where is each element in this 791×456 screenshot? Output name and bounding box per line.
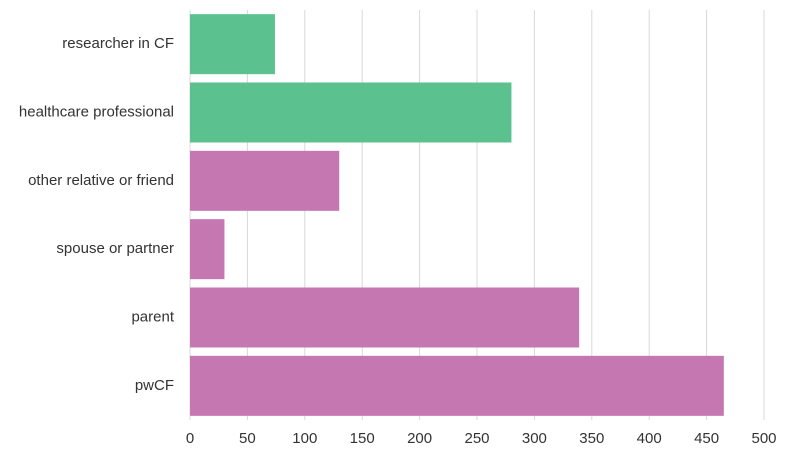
bar xyxy=(190,150,340,211)
y-tick-label: parent xyxy=(131,308,174,325)
x-tick-label: 0 xyxy=(186,430,194,447)
x-tick-label: 450 xyxy=(694,430,719,447)
x-tick-label: 100 xyxy=(292,430,317,447)
y-tick-label: healthcare professional xyxy=(19,103,174,120)
x-tick-label: 350 xyxy=(579,430,604,447)
y-tick-label: spouse or partner xyxy=(56,240,174,257)
y-tick-label: other relative or friend xyxy=(28,172,174,189)
x-tick-label: 50 xyxy=(239,430,256,447)
bar xyxy=(190,287,580,348)
x-tick-label: 200 xyxy=(407,430,432,447)
x-tick-label: 400 xyxy=(637,430,662,447)
x-tick-label: 300 xyxy=(522,430,547,447)
x-tick-label: 500 xyxy=(751,430,776,447)
bar xyxy=(190,14,275,75)
bar xyxy=(190,355,724,416)
x-tick-label: 150 xyxy=(350,430,375,447)
x-tick-label: 250 xyxy=(464,430,489,447)
bar xyxy=(190,219,225,280)
y-tick-label: pwCF xyxy=(135,377,174,394)
bar xyxy=(190,82,512,143)
y-tick-label: researcher in CF xyxy=(62,35,174,52)
